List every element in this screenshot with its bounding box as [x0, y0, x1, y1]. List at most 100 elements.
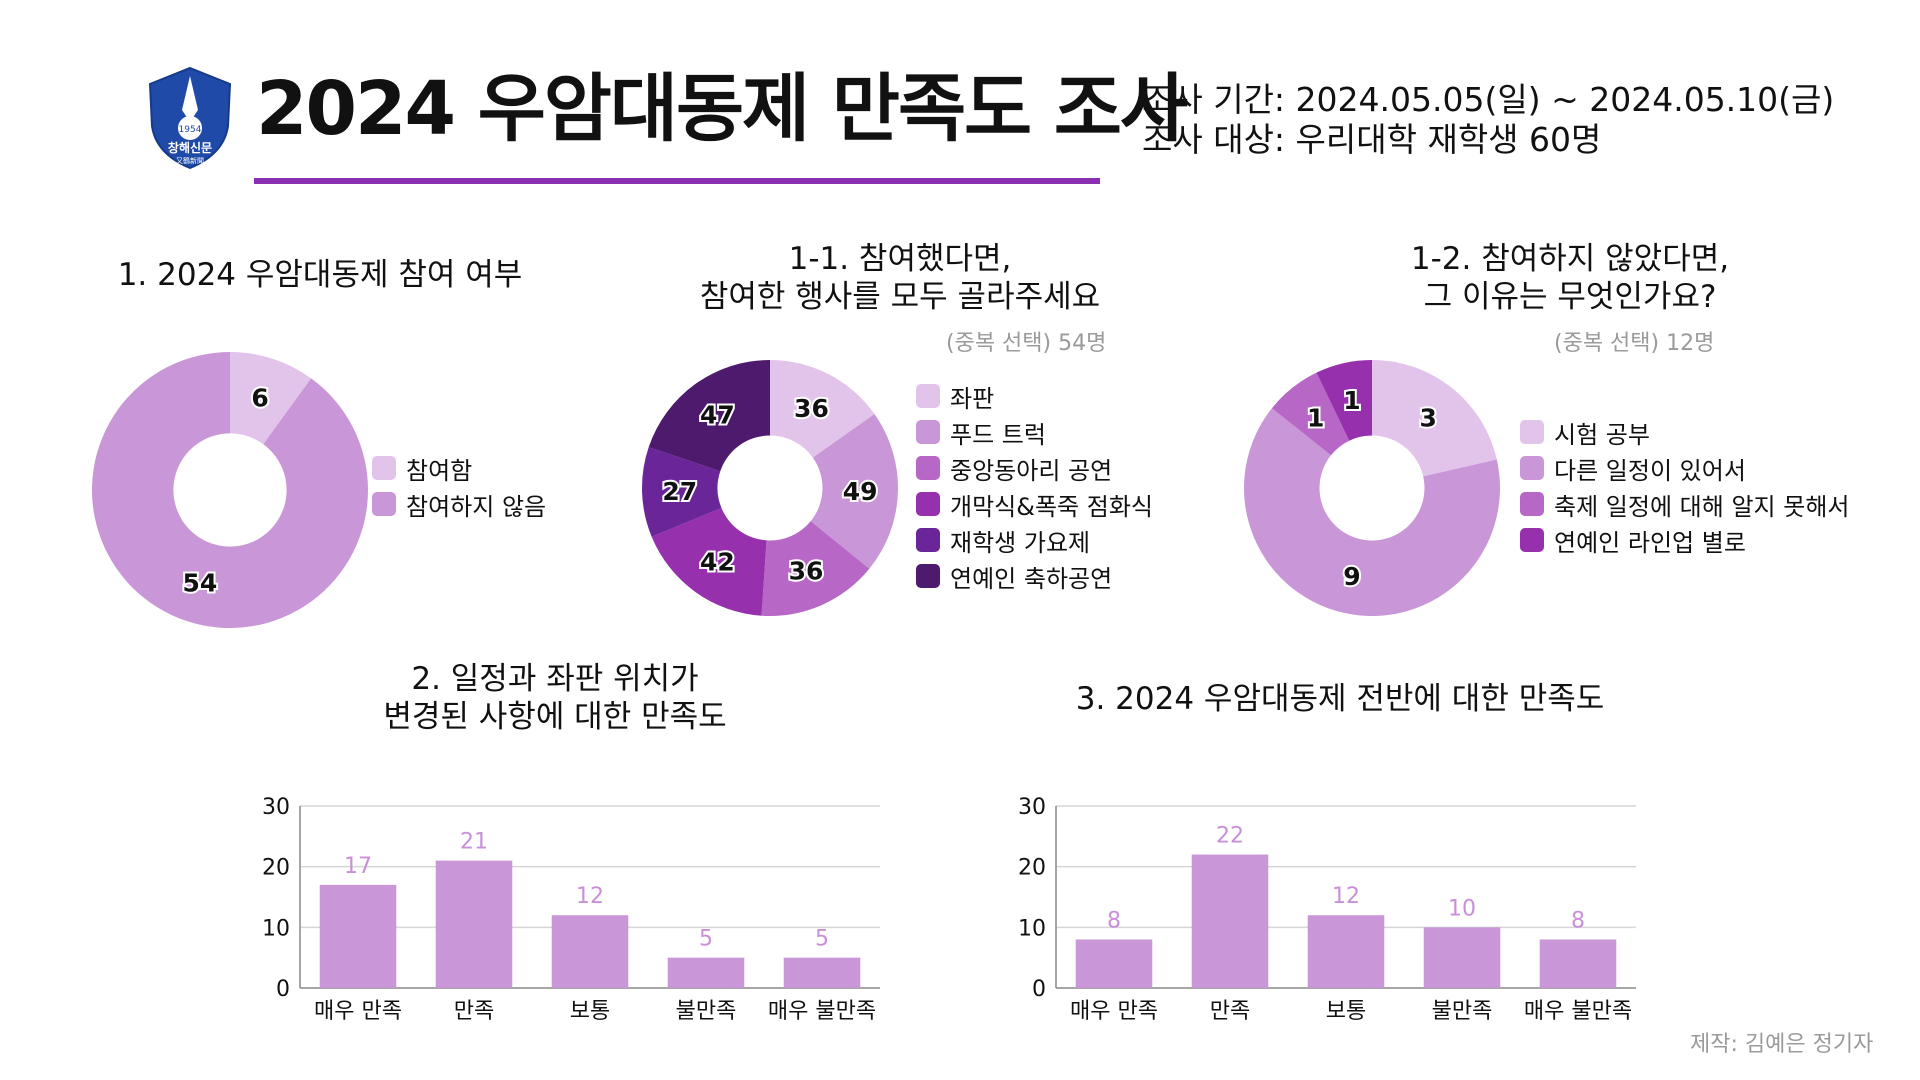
- y-tick-label: 0: [1032, 977, 1046, 1002]
- donut-value-label: 27: [662, 477, 697, 506]
- y-tick-label: 30: [1018, 795, 1046, 820]
- legend-label: 연예인 축하공연: [950, 564, 1113, 593]
- survey-target: 조사 대상: 우리대학 재학생 60명: [1142, 120, 1602, 159]
- bar: [667, 957, 745, 988]
- bar-value-label: 10: [1448, 896, 1476, 921]
- donut-value-label: 6: [251, 383, 268, 412]
- x-tick-label: 매우 불만족: [768, 999, 876, 1024]
- bar: [1423, 927, 1501, 988]
- donut-slice: [651, 508, 767, 616]
- x-tick-label: 만족: [1210, 999, 1250, 1024]
- donut-value-label: 3: [1420, 403, 1437, 432]
- bar-value-label: 21: [460, 830, 488, 855]
- legend-label: 다른 일정이 있어서: [1554, 456, 1746, 485]
- legend-item: 연예인 라인업 별로: [1520, 522, 1849, 558]
- legend-swatch: [916, 564, 940, 588]
- donut-slice: [648, 360, 770, 472]
- donut-value-label: 42: [700, 547, 735, 576]
- donut-slice: [91, 352, 368, 628]
- bar-value-label: 8: [1571, 908, 1585, 933]
- legend-label: 축제 일정에 대해 알지 못해서: [1554, 492, 1850, 521]
- x-tick-label: 만족: [454, 999, 494, 1024]
- chart3-donut: 3 9 11: [1244, 360, 1500, 616]
- title-underline: [254, 178, 1100, 184]
- y-tick-label: 0: [276, 977, 290, 1002]
- legend-swatch: [916, 384, 940, 408]
- x-tick-label: 불만족: [1432, 999, 1493, 1024]
- donut-slice: [770, 360, 875, 458]
- bar: [1307, 915, 1385, 988]
- legend-swatch: [916, 456, 940, 480]
- legend-swatch: [1520, 528, 1544, 552]
- bar-value-label: 5: [699, 927, 713, 952]
- survey-info: 조사 기간: 2024.05.05(일) ~ 2024.05.10(금) 조사 …: [1142, 80, 1834, 160]
- x-tick-label: 보통: [570, 999, 610, 1024]
- logo-year: 1954: [179, 125, 202, 135]
- donut-value-label: 47: [700, 401, 735, 430]
- x-tick-label: 매우 만족: [1070, 999, 1158, 1024]
- chart5-title: 3. 2024 우암대동제 전반에 대한 만족도: [1075, 681, 1605, 717]
- y-tick-label: 20: [1018, 856, 1046, 881]
- bar: [319, 884, 397, 988]
- donut-slice: [230, 352, 312, 445]
- legend-label: 푸드 트럭: [950, 420, 1046, 449]
- chart5-bar: 0 10 20 30 8 매우 만족 22 만족 12 보통 10 불만족 8 매우 불만족: [1018, 795, 1636, 1024]
- legend-item: 다른 일정이 있어서: [1520, 450, 1849, 486]
- bar-value-label: 5: [815, 927, 829, 952]
- legend-item: 참여하지 않음: [372, 486, 546, 522]
- page-title: 2024 우암대동제 만족도 조사: [256, 66, 1188, 152]
- legend-swatch: [916, 420, 940, 444]
- legend-item: 좌판: [916, 378, 1153, 414]
- legend-item: 재학생 가요제: [916, 522, 1153, 558]
- bar-value-label: 22: [1216, 824, 1244, 849]
- chart4-title: 2. 일정과 좌판 위치가 변경된 사항에 대한 만족도: [383, 661, 727, 735]
- chart2-title: 1-1. 참여했다면, 참여한 행사를 모두 골라주세요: [699, 241, 1101, 315]
- donut-slice: [1372, 360, 1497, 477]
- legend-item: 연예인 축하공연: [916, 558, 1153, 594]
- donut-slice: [642, 447, 722, 537]
- chart3-title: 1-2. 참여하지 않았다면, 그 이유는 무엇인가요?: [1410, 241, 1730, 315]
- bar: [783, 957, 861, 988]
- bar: [435, 860, 513, 988]
- x-tick-label: 매우 만족: [314, 999, 402, 1024]
- donut-value-label: 36: [789, 557, 824, 586]
- donut-value-label: 49: [843, 477, 878, 506]
- legend-item: 푸드 트럭: [916, 414, 1153, 450]
- bar-value-label: 12: [1332, 884, 1360, 909]
- legend-item: 참여함: [372, 450, 546, 486]
- y-tick-label: 20: [262, 856, 290, 881]
- y-tick-label: 30: [262, 795, 290, 820]
- legend-swatch: [1520, 492, 1544, 516]
- chart2-donut: 36 49 36 42 27 47: [642, 360, 898, 616]
- donut-slice: [1244, 408, 1500, 616]
- donut-value-label: 1: [1307, 403, 1324, 432]
- donut-slice: [810, 414, 898, 569]
- legend-label: 개막식&폭죽 점화식: [950, 492, 1153, 521]
- donut-value-label: 54: [183, 569, 218, 598]
- legend-swatch: [372, 456, 396, 480]
- legend-swatch: [372, 492, 396, 516]
- newspaper-shield-logo-icon: 1954 창해신문 又鶴新聞: [148, 66, 232, 170]
- legend-swatch: [1520, 456, 1544, 480]
- bar: [551, 915, 629, 988]
- legend-swatch: [916, 528, 940, 552]
- bar-value-label: 12: [576, 884, 604, 909]
- legend-label: 시험 공부: [1554, 420, 1650, 449]
- bar-value-label: 17: [344, 854, 372, 879]
- legend-item: 중앙동아리 공연: [916, 450, 1153, 486]
- logo-name: 창해신문: [168, 140, 212, 155]
- chart4-bar: 0 10 20 30 17 매우 만족 21 만족 12 보통 5 불만족 5 매우 불만족: [262, 795, 880, 1024]
- chart2-note: (중복 선택) 54명: [946, 331, 1107, 356]
- y-tick-label: 10: [262, 916, 290, 941]
- logo-sub: 又鶴新聞: [176, 156, 204, 165]
- x-tick-label: 매우 불만족: [1524, 999, 1632, 1024]
- legend-item: 시험 공부: [1520, 414, 1849, 450]
- x-tick-label: 불만족: [676, 999, 737, 1024]
- legend-label: 중앙동아리 공연: [950, 456, 1113, 485]
- legend-swatch: [916, 492, 940, 516]
- donut-value-label: 9: [1343, 562, 1360, 591]
- chart1-donut: 6 54: [91, 352, 368, 628]
- bar: [1075, 939, 1153, 988]
- bar: [1539, 939, 1617, 988]
